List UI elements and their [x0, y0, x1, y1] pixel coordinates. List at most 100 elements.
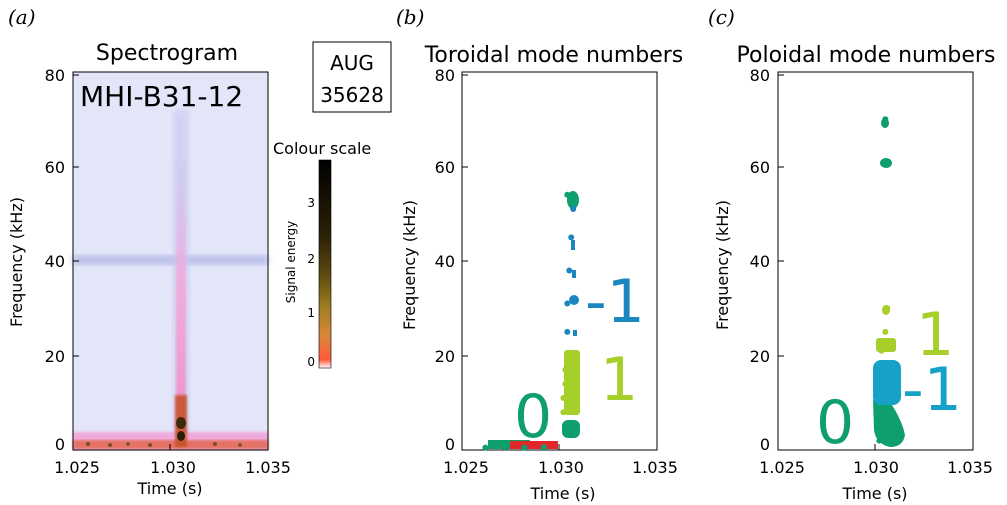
panel-b-ticks	[461, 74, 658, 451]
mode-red-patch	[510, 441, 558, 449]
ytick-label: 80	[750, 66, 770, 85]
xtick-label: 1.030	[150, 458, 196, 477]
colour-bar-label: Signal energy	[284, 221, 298, 304]
panel-c-xticks: 1.025 1.030 1.035	[759, 458, 993, 477]
mode-0-point	[482, 444, 489, 451]
panel-b-blobs	[488, 191, 580, 449]
mode-0-point	[876, 437, 883, 444]
panel-b: (b) Toroidal mode numbers 0 20 40 60 80 …	[396, 5, 683, 503]
mode--1-point	[566, 267, 573, 274]
diagnostic-label: MHI-B31-12	[80, 80, 243, 113]
mode-label-1: 1	[600, 345, 638, 415]
ytick-label: 20	[750, 347, 770, 366]
colour-scale-title: Colour scale	[273, 139, 371, 158]
ytick-label: 40	[750, 252, 770, 271]
panel-a-xlabel: Time (s)	[136, 479, 202, 498]
mode-0-point	[501, 444, 508, 451]
mode-0-point	[884, 409, 891, 416]
panel-c-points	[876, 116, 891, 444]
panel-b-ylabel: Frequency (kHz)	[400, 200, 419, 330]
mode-1-point	[564, 352, 571, 359]
panel-c-title: Poloidal mode numbers	[737, 43, 996, 68]
panel-a-ylabel: Frequency (kHz)	[7, 197, 26, 327]
xtick-label: 1.025	[54, 458, 100, 477]
panel-b-yticks: 0 20 40 60 80	[435, 66, 455, 454]
panel-b-points	[482, 191, 577, 451]
colour-bar-ticks: 0 1 2 3	[307, 196, 315, 369]
mode--1-point	[876, 395, 883, 401]
panel-a-xticks: 1.025 1.030 1.035	[54, 458, 291, 477]
mode-0-point	[882, 116, 889, 123]
mode-1-point	[562, 366, 569, 373]
spectrogram-low-dots	[86, 442, 242, 447]
mode-label-0: 0	[514, 382, 552, 452]
mode-0-point	[880, 423, 887, 430]
ytick-label: 0	[760, 435, 770, 454]
mode-1-point	[882, 328, 889, 335]
panel-b-title: Toroidal mode numbers	[424, 43, 684, 68]
mode-0-point	[564, 191, 571, 198]
xtick-label: 1.025	[443, 458, 489, 477]
spectrogram-vertical-band	[176, 160, 186, 445]
panel-letter-a: (a)	[8, 5, 36, 29]
spectrogram-peak-core	[176, 417, 186, 429]
shot-box-line2: 35628	[320, 83, 384, 107]
ytick-label: 0	[55, 435, 65, 454]
panel-b-xticks: 1.025 1.030 1.035	[443, 458, 678, 477]
ytick-label: 60	[750, 158, 770, 177]
mode-1-point	[560, 409, 567, 416]
mode-label-minus1: -1	[902, 355, 962, 425]
panel-c-xlabel: Time (s)	[841, 484, 907, 503]
shot-box: AUG 35628	[312, 41, 392, 113]
ytick-label: 40	[45, 252, 65, 271]
xtick-label: 1.035	[245, 458, 291, 477]
panel-c: (c) Poloidal mode numbers 0 20 40 60 80 …	[708, 5, 995, 503]
panel-a-title: Spectrogram	[96, 41, 238, 66]
ytick-label: 20	[435, 347, 455, 366]
panel-c-ylabel: Frequency (kHz)	[713, 200, 732, 330]
panel-a-ticks	[72, 74, 269, 451]
ytick-label: 60	[435, 158, 455, 177]
mode-1-point	[562, 380, 569, 387]
mode-0-point	[540, 444, 547, 451]
colour-scale: Colour scale 0 1 2 3 Signal energy	[273, 139, 371, 369]
spectrogram-plot: MHI-B31-12	[72, 71, 269, 451]
ytick-label: 80	[435, 66, 455, 85]
xtick-label: 1.025	[759, 458, 805, 477]
mode--1-point	[568, 234, 575, 241]
spectrogram-peak-core	[177, 431, 185, 441]
mode-label-minus1: -1	[585, 267, 645, 337]
mode--1-point	[564, 328, 571, 335]
mode--1-point	[884, 366, 891, 373]
panel-c-yticks: 0 20 40 60 80	[750, 66, 770, 454]
ytick-label: 60	[45, 158, 65, 177]
mode--1-point	[564, 300, 571, 307]
mode-0-patch	[488, 440, 530, 449]
xtick-label: 1.030	[538, 458, 584, 477]
panel-b-xlabel: Time (s)	[529, 484, 595, 503]
panel-c-blobs	[873, 118, 905, 447]
mode-1-point	[560, 395, 567, 401]
mode-0-patch	[562, 420, 580, 438]
panel-letter-c: (c)	[708, 5, 735, 29]
ytick-label: 80	[45, 66, 65, 85]
xtick-label: 1.035	[947, 458, 993, 477]
mode-0-point	[562, 425, 569, 432]
colour-bar	[318, 159, 332, 369]
mode-0-point	[521, 444, 528, 451]
mode--1-point	[880, 380, 887, 387]
xtick-label: 1.030	[853, 458, 899, 477]
cb-tick-label: 2	[307, 252, 315, 266]
mode--1-point	[570, 206, 577, 212]
ytick-label: 0	[445, 435, 455, 454]
cb-tick-label: 0	[307, 355, 315, 369]
panel-c-ticks	[777, 74, 974, 451]
mode-1-point	[884, 305, 891, 312]
panel-a: (a) Spectrogram MHI-B31-12	[7, 5, 291, 498]
mode-label-0: 0	[816, 388, 854, 458]
mode-1-point	[878, 347, 885, 354]
mode-0-point	[882, 158, 889, 165]
spectrogram-horizontal-band	[73, 255, 268, 265]
mode-minus1-patch	[873, 360, 901, 405]
